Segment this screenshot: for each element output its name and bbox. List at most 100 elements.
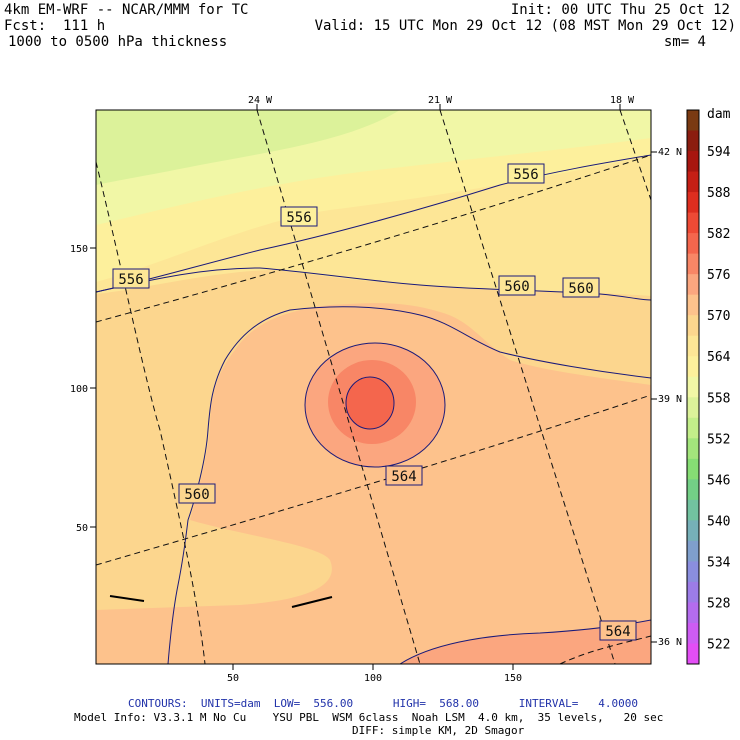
contour-lines — [96, 154, 651, 664]
contour-label: 556 — [507, 163, 545, 184]
meridian-27w — [96, 161, 206, 664]
model-info: Model Info: V3.3.1 M No Cu YSU PBL WSM 6… — [74, 711, 664, 724]
svg-text:556: 556 — [513, 167, 538, 183]
x-tick-50: 50 — [227, 673, 239, 684]
colorbar-swatch — [687, 253, 699, 275]
init-time: Init: 00 UTC Thu 25 Oct 12 — [510, 2, 730, 18]
meridian-18w — [619, 110, 651, 201]
field-name: 1000 to 0500 hPa thickness — [8, 34, 228, 50]
colorbar-level-label: 528 — [707, 596, 730, 611]
lat-label-36n: 36 N — [658, 637, 682, 648]
model-info-diffusion: DIFF: simple KM, 2D Smagor — [352, 724, 525, 737]
colorbar-swatch — [687, 438, 699, 460]
colorbar-level-label: 540 — [707, 514, 730, 529]
contour-label: 560 — [498, 275, 536, 296]
colorbar-level-label: 588 — [707, 186, 730, 201]
svg-text:564: 564 — [605, 624, 630, 640]
colorbar-swatch — [687, 376, 699, 398]
colorbar-swatch — [687, 581, 699, 603]
colorbar-frame — [686, 109, 700, 665]
colorbar-swatch — [687, 233, 699, 255]
parallel-39n — [96, 394, 651, 566]
contour-label: 560 — [178, 483, 216, 504]
colorbar-swatch — [687, 151, 699, 173]
colorbar-level-label: 564 — [707, 350, 731, 365]
colorbar-swatch — [687, 294, 699, 316]
meridian-21w — [439, 110, 616, 664]
band-546 — [96, 110, 400, 185]
y-tick-50: 50 — [76, 523, 88, 534]
colorbar-level-label: 570 — [707, 309, 730, 324]
colorbar-swatch — [687, 417, 699, 439]
contour-564-center — [304, 342, 446, 468]
lon-label-21w: 21 W — [428, 95, 453, 106]
colorbar-swatch — [687, 397, 699, 419]
lon-label-18w: 18 W — [610, 95, 635, 106]
colorbar-swatch — [687, 315, 699, 337]
colorbar-level-label: 534 — [707, 555, 731, 570]
colorbar-level-label: 522 — [707, 638, 730, 653]
latlon-grid — [96, 110, 651, 664]
colorbar-swatch — [687, 335, 699, 357]
lon-label-24w: 24 W — [248, 95, 273, 106]
svg-text:564: 564 — [391, 469, 416, 485]
colorbar-swatch — [687, 622, 699, 644]
wind-barb — [291, 596, 333, 608]
colorbar-swatch — [687, 212, 699, 234]
colorbar-swatch — [687, 479, 699, 501]
colorbar-swatch — [687, 171, 699, 193]
wind-barb — [109, 595, 145, 602]
contour-556 — [96, 154, 651, 293]
contour-label: 564 — [385, 465, 423, 486]
x-tick-150: 150 — [504, 673, 522, 684]
lat-label-39n: 39 N — [658, 394, 682, 405]
svg-text:556: 556 — [118, 272, 143, 288]
colorbar-labels: 594 588 582 576 570 564 558 552 546 540 534 528 522 — [707, 145, 731, 653]
colorbar-level-label: 558 — [707, 391, 730, 406]
contours-info: CONTOURS: UNITS=dam LOW= 556.00 HIGH= 56… — [128, 697, 638, 710]
contour-label: 556 — [112, 268, 150, 289]
colorbar-swatch — [687, 274, 699, 296]
y-tick-150: 150 — [70, 244, 88, 255]
colorbar-swatch — [687, 110, 699, 132]
colorbar-unit: dam — [707, 107, 731, 122]
model-title: 4km EM-WRF -- NCAR/MMM for TC — [4, 2, 249, 18]
band-576 — [346, 377, 394, 429]
svg-text:560: 560 — [568, 281, 593, 297]
colorbar-swatch — [687, 130, 699, 152]
colorbar-level-label: 582 — [707, 227, 730, 242]
y-tick-100: 100 — [70, 384, 88, 395]
svg-text:560: 560 — [184, 487, 209, 503]
contour-label: 564 — [599, 620, 637, 641]
contour-572-center — [345, 376, 395, 430]
x-tick-100: 100 — [364, 673, 382, 684]
colorbar-swatch — [687, 540, 699, 562]
contour-560 — [96, 267, 651, 301]
forecast-hour: Fcst: 111 h — [4, 18, 106, 34]
colorbar-swatch — [687, 561, 699, 583]
colorbar-level-label: 576 — [707, 268, 730, 283]
svg-text:560: 560 — [504, 279, 529, 295]
colorbar-swatch — [687, 499, 699, 521]
smoothing-label: sm= 4 — [663, 34, 706, 50]
parallel-36n — [559, 635, 651, 664]
valid-time: Valid: 15 UTC Mon 29 Oct 12 (08 MST Mon … — [314, 18, 736, 34]
shaded-field — [96, 110, 651, 664]
colorbar-swatch — [687, 192, 699, 214]
colorbar-swatch — [687, 520, 699, 542]
parallel-42n — [96, 154, 651, 323]
lat-label-42n: 42 N — [658, 147, 682, 158]
colorbar-swatch — [687, 602, 699, 624]
svg-text:556: 556 — [286, 210, 311, 226]
colorbar-swatch — [687, 458, 699, 480]
colorbar-level-label: 552 — [707, 432, 730, 447]
axis-ticks — [90, 104, 657, 670]
contour-labels: 556 556 556 560 560 560 564 564 — [112, 163, 637, 641]
colorbar — [686, 109, 700, 665]
contour-label: 560 — [562, 277, 600, 298]
contour-label: 556 — [280, 206, 318, 227]
meridian-24w — [256, 110, 421, 664]
colorbar-level-label: 546 — [707, 473, 730, 488]
contour-560-west — [167, 306, 651, 664]
